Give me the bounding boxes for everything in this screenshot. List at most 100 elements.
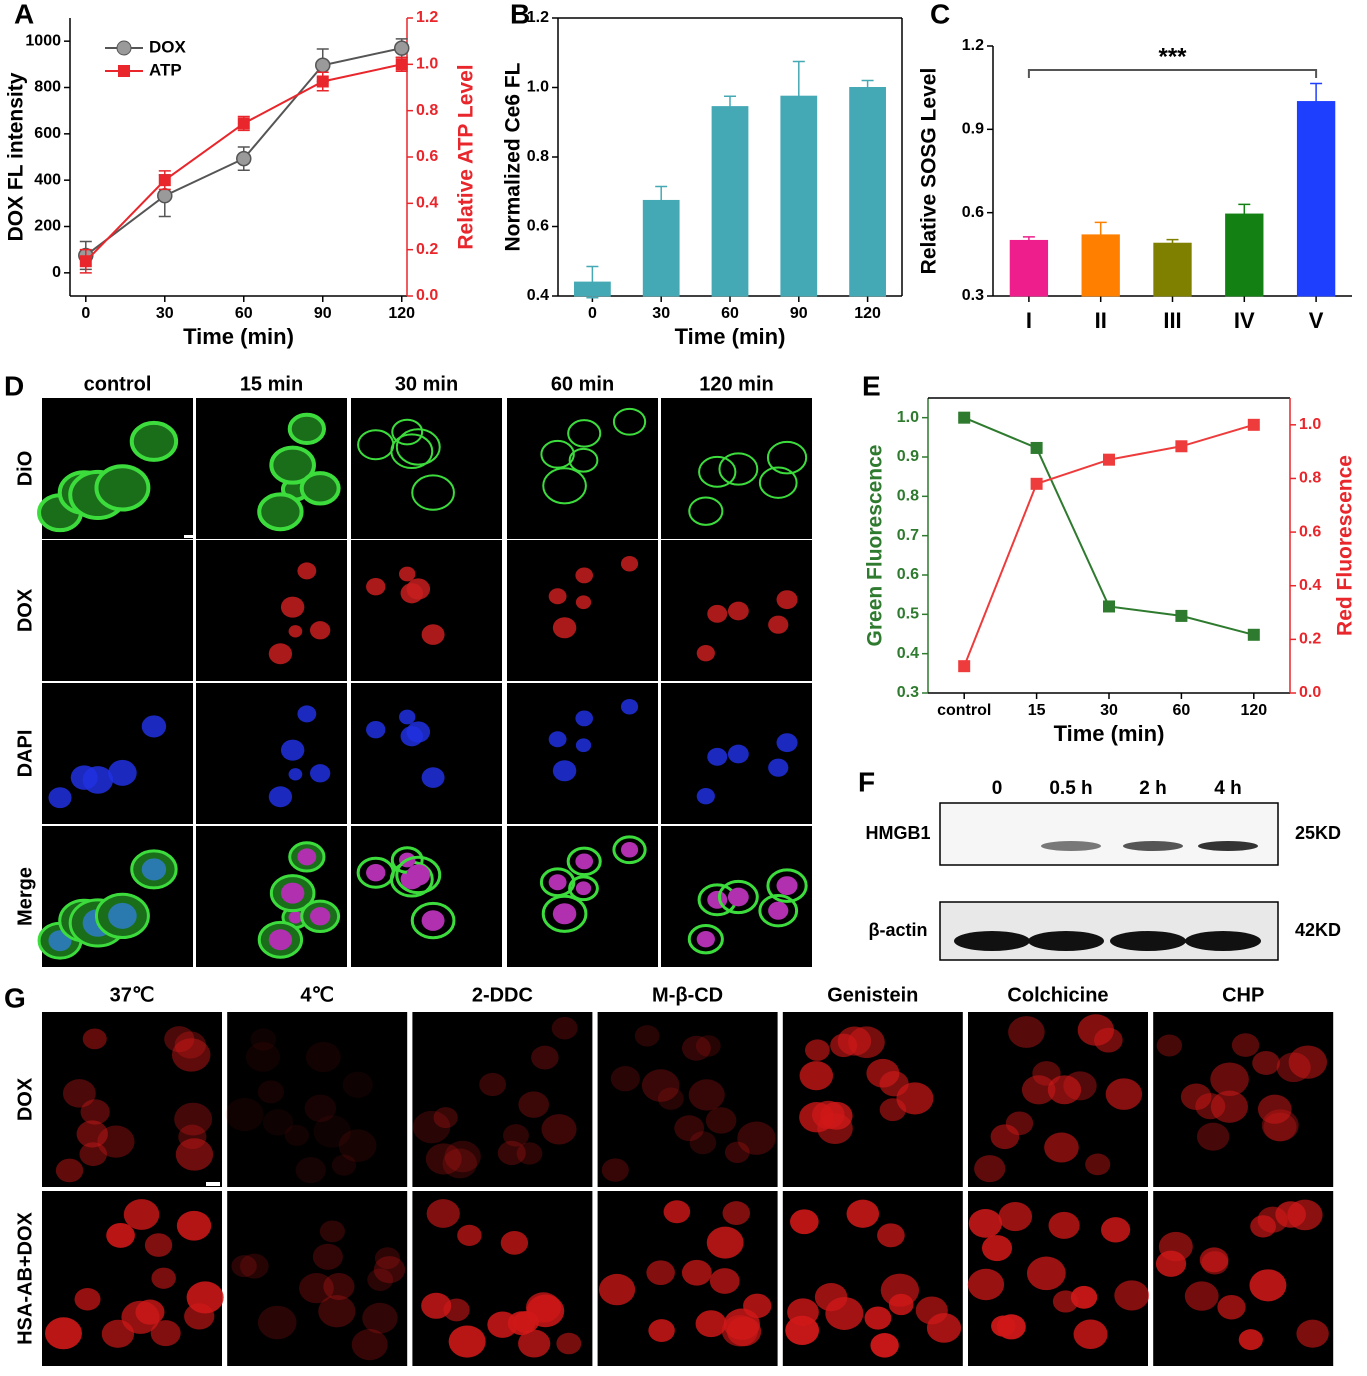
bar: [1153, 242, 1192, 297]
cell-merge: [566, 846, 602, 877]
micrograph: [42, 540, 193, 681]
cell-dox: [319, 1220, 345, 1243]
blot-band: [1028, 931, 1104, 951]
cell-nucleus: [268, 786, 293, 808]
cell-dox: [848, 1026, 885, 1059]
cell-dox: [1210, 1090, 1248, 1123]
y-tick-label: 0.7: [897, 527, 919, 544]
blot-band: [1110, 931, 1186, 951]
cell-merge: [541, 894, 588, 933]
cell-dox: [888, 1293, 914, 1316]
y-tick-label: 600: [34, 125, 61, 142]
x-tick-label: 0: [588, 305, 597, 322]
cell-membrane: [257, 492, 304, 532]
cell-dox: [487, 1311, 518, 1338]
cell-dox: [768, 615, 789, 634]
cell-dox: [1275, 1201, 1306, 1228]
panel-label: C: [930, 0, 950, 29]
x-tick-label: 15: [1028, 702, 1046, 719]
cell-dox: [518, 1329, 551, 1358]
x-tick-label: 60: [235, 305, 253, 322]
point: [158, 174, 171, 187]
x-tick-label: 90: [790, 305, 808, 322]
bar: [1081, 234, 1120, 297]
y-tick-label: 0.6: [962, 204, 984, 221]
point: [316, 75, 329, 88]
cell-nucleus: [421, 767, 445, 788]
cell-dox: [123, 1199, 160, 1230]
cell-dox: [1180, 1083, 1212, 1111]
blot-name: HMGB1: [865, 823, 930, 843]
micrograph: [351, 398, 502, 539]
cell-dox: [896, 1082, 934, 1115]
y-tick-label: 0: [52, 264, 61, 281]
cell-dox: [548, 588, 567, 605]
micrograph: [507, 398, 658, 539]
cell-dox: [721, 1315, 759, 1347]
cell-dox: [500, 1231, 529, 1255]
row-label: DAPI: [14, 730, 36, 778]
cell-dox: [998, 1202, 1033, 1232]
legend-marker: [116, 40, 132, 56]
cell-dox: [426, 1199, 460, 1228]
cell-merge-nucleus: [548, 874, 567, 891]
cell-dox: [1250, 1215, 1276, 1238]
x-tick-label: II: [1095, 308, 1107, 333]
cell-dox: [695, 1310, 727, 1338]
cell-dox: [284, 1124, 310, 1146]
column-header: 120 min: [699, 373, 773, 395]
cell-dox: [1252, 1050, 1280, 1075]
cell-nucleus: [398, 709, 416, 725]
cell-dox: [705, 1107, 737, 1134]
y-tick-label: 0.6: [897, 566, 919, 583]
cell-dox: [318, 1295, 356, 1328]
cell-dox: [870, 1333, 899, 1358]
column-header: M-β-CD: [652, 984, 723, 1006]
point: [157, 187, 173, 204]
y-tick-label: 0.8: [527, 148, 549, 165]
cell-nucleus: [548, 731, 567, 748]
cell-nucleus: [620, 699, 639, 715]
scale-bar: [184, 535, 194, 538]
cell-membrane: [612, 407, 647, 436]
cell-membrane: [299, 471, 341, 506]
cell-dox: [1101, 1217, 1131, 1243]
cell-merge-nucleus: [288, 911, 303, 924]
y2-tick-label: 0.6: [1299, 523, 1321, 540]
significance-bracket: [1027, 69, 1318, 78]
cell-dox: [674, 1115, 705, 1142]
panel-label: F: [858, 766, 875, 797]
cell-dox: [974, 1155, 1006, 1183]
cell-dox: [288, 625, 303, 638]
cell-dox: [79, 1142, 107, 1167]
point: [1030, 477, 1043, 490]
cell-membrane: [766, 440, 808, 475]
micrograph: [351, 540, 502, 681]
cell-dox: [825, 1296, 864, 1330]
cell-dox: [305, 1041, 341, 1073]
cell-dox: [1158, 1231, 1193, 1262]
cell-dox: [280, 596, 305, 618]
cell-dox: [1156, 1034, 1183, 1057]
x-tick-label: 30: [652, 305, 670, 322]
cell-merge-nucleus: [310, 907, 331, 926]
cell-dox: [373, 1256, 406, 1284]
point: [236, 150, 252, 167]
cell-dox: [106, 1222, 135, 1248]
cell-dox: [776, 590, 798, 610]
cell-nucleus: [707, 747, 728, 766]
y-tick-label: 0.9: [897, 448, 919, 465]
y-tick-label: 0.3: [897, 684, 919, 701]
cell-dox: [225, 1097, 264, 1132]
cell-merge-nucleus: [575, 853, 594, 870]
cell-dox: [1047, 1075, 1082, 1105]
cell-dox: [648, 1319, 675, 1343]
y2-axis-title: Red Fluorescence: [1334, 455, 1357, 636]
row-label: DOX: [14, 588, 36, 632]
cell-dox: [681, 1259, 712, 1286]
cell-dox: [323, 1272, 355, 1301]
cell-dox: [790, 1209, 819, 1235]
x-tick-label: control: [937, 702, 991, 719]
y2-tick-label: 0.6: [416, 148, 438, 165]
cell-dox: [74, 1287, 101, 1311]
